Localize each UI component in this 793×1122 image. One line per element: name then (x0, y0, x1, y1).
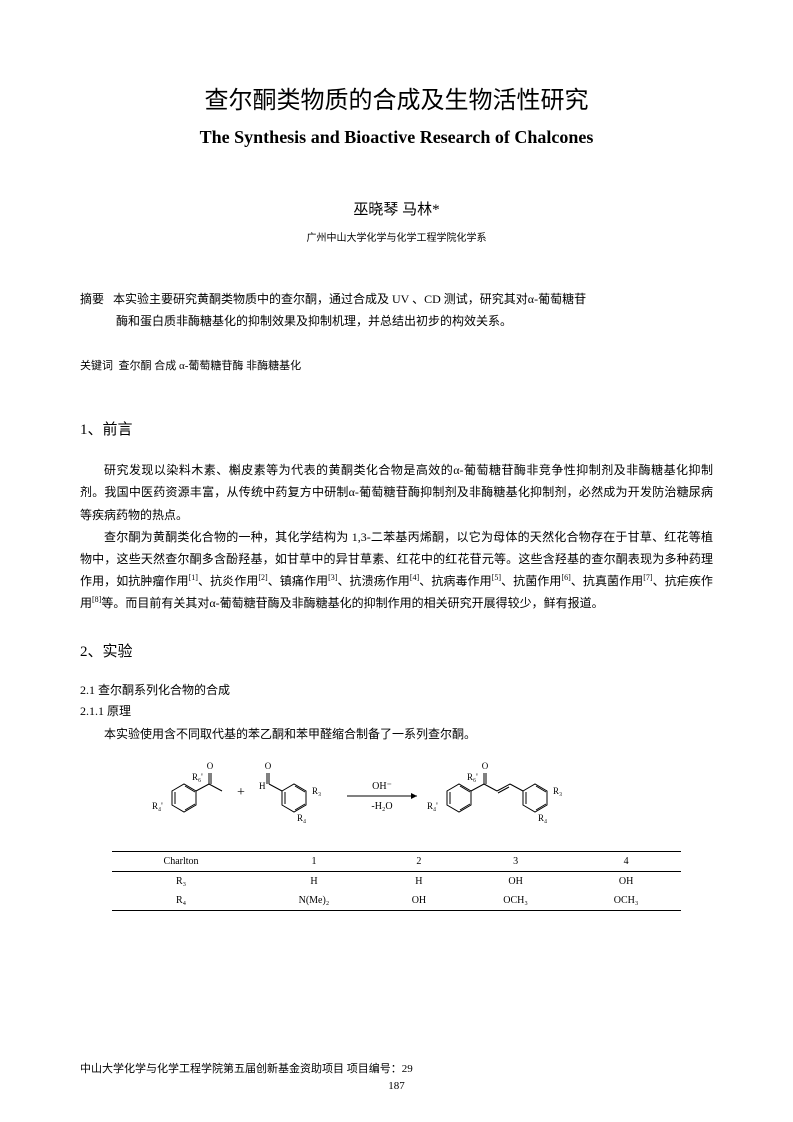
table-header: 1 (250, 851, 377, 871)
ref-3: [3] (328, 573, 337, 582)
abstract: 摘要 本实验主要研究黄酮类物质中的查尔酮，通过合成及 UV 、CD 测试，研究其… (80, 289, 713, 332)
label-h2o: -H₂O (371, 801, 392, 812)
section-1-heading: 1、前言 (80, 418, 713, 439)
svg-text:+: + (237, 785, 245, 800)
subsubsection-2-1-1: 2.1.1 原理 (80, 702, 713, 719)
section-2-heading: 2、实验 (80, 640, 713, 661)
svg-text:O: O (481, 761, 488, 771)
abstract-line1: 本实验主要研究黄酮类物质中的查尔酮，通过合成及 UV 、CD 测试，研究其对α-… (113, 292, 586, 306)
keywords-label: 关键词 (80, 360, 113, 372)
label-oh: OH⁻ (372, 781, 392, 792)
label-r3-1: R₃ (312, 786, 321, 796)
ref-5: [5] (492, 573, 501, 582)
abstract-line2: 酶和蛋白质非酶糖基化的抑制效果及抑制机理，并总结出初步的构效关系。 (80, 311, 713, 333)
label-r6p: R₆' (192, 772, 203, 782)
ref-7: [7] (643, 573, 652, 582)
title-chinese: 查尔酮类物质的合成及生物活性研究 (80, 80, 713, 115)
ref-6: [6] (561, 573, 570, 582)
label-r4p-2: R₄' (427, 801, 438, 811)
ref-1: [1] (189, 573, 198, 582)
label-r4-1: R₄ (297, 813, 306, 823)
title-english: The Synthesis and Bioactive Research of … (80, 127, 713, 148)
table-header: Charlton (112, 851, 251, 871)
footer-text: 中山大学化学与化学工程学院第五届创新基金资助项目 项目编号：29 (80, 1060, 713, 1076)
subsection-2-1: 2.1 查尔酮系列化合物的合成 (80, 681, 713, 698)
substituent-table: Charlton 1 2 3 4 R₃ H H OH OH R₄ N(Me)₂ … (112, 851, 682, 911)
authors: 巫晓琴 马林* (80, 198, 713, 219)
table-row: R₄ N(Me)₂ OH OCH₃ OCH₃ (112, 891, 682, 911)
svg-text:H: H (259, 781, 266, 791)
reaction-scheme: O R₆' R₄' + H O R₃ R₄ OH⁻ -H₂O (80, 751, 713, 836)
paragraph-2: 查尔酮为黄酮类化合物的一种，其化学结构为 1,3-二苯基丙烯酮，以它为母体的天然… (80, 526, 713, 615)
paragraph-3: 本实验使用含不同取代基的苯乙酮和苯甲醛缩合制备了一系列查尔酮。 (80, 723, 713, 745)
page-number: 187 (80, 1080, 713, 1092)
ref-4: [4] (410, 573, 419, 582)
abstract-label: 摘要 (80, 292, 104, 306)
table-header: 3 (460, 851, 570, 871)
keywords: 关键词 查尔酮 合成 α-葡萄糖苷酶 非酶糖基化 (80, 357, 713, 373)
ref-2: [2] (258, 573, 267, 582)
label-r3-2: R₃ (553, 786, 562, 796)
table-header: 2 (377, 851, 460, 871)
paragraph-1: 研究发现以染料木素、槲皮素等为代表的黄酮类化合物是高效的α-葡萄糖苷酶非竞争性抑… (80, 459, 713, 526)
table-row: R₃ H H OH OH (112, 871, 682, 891)
label-r6p-2: R₆' (467, 772, 478, 782)
footer: 中山大学化学与化学工程学院第五届创新基金资助项目 项目编号：29 187 (80, 1060, 713, 1092)
ref-8: [8] (92, 595, 101, 604)
svg-text:O: O (206, 761, 213, 771)
affiliation: 广州中山大学化学与化学工程学院化学系 (80, 229, 713, 244)
svg-text:O: O (264, 761, 271, 771)
label-r4p-1: R₄' (152, 801, 163, 811)
table-header: 4 (571, 851, 682, 871)
keywords-text: 查尔酮 合成 α-葡萄糖苷酶 非酶糖基化 (119, 360, 302, 372)
table-header-row: Charlton 1 2 3 4 (112, 851, 682, 871)
label-r4-2: R₄ (538, 813, 547, 823)
